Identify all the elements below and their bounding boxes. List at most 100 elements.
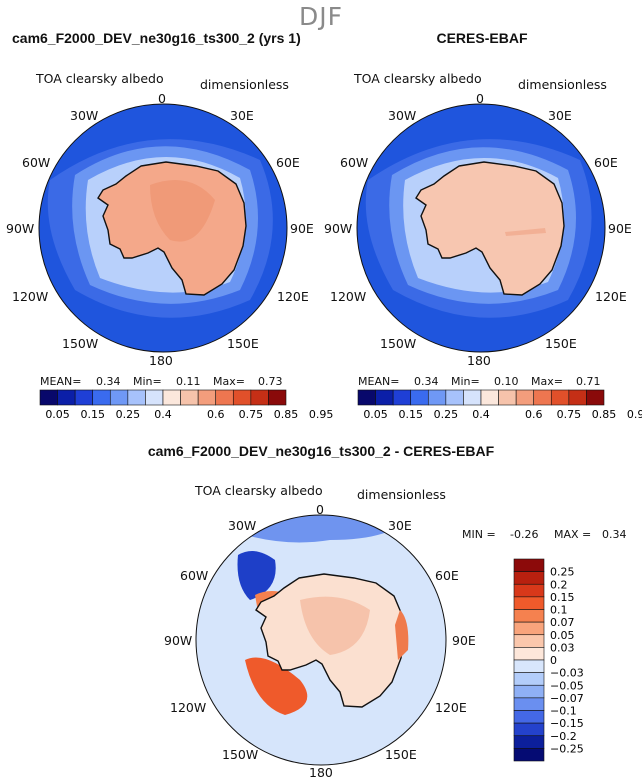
model-colorbar-tick-label: 0.05 xyxy=(45,408,70,421)
diff-colorbar-tick-label: 0.25 xyxy=(550,566,575,579)
diff-lon-60E: 60E xyxy=(435,568,459,583)
diff-colorbar-swatch xyxy=(513,634,545,648)
diff-colorbar-swatch xyxy=(513,697,545,711)
diff-lon-120W: 120W xyxy=(170,700,207,715)
obs-lon-60W: 60W xyxy=(340,155,369,170)
model-colorbar-swatch xyxy=(162,389,181,406)
model-lon-150E: 150E xyxy=(227,336,259,351)
model-colorbar-tick-label: 0.4 xyxy=(154,408,172,421)
model-colorbar-swatch xyxy=(127,389,146,406)
model-colorbar-tick-label: 0.85 xyxy=(274,408,299,421)
model-colorbar-swatch xyxy=(197,389,217,406)
obs-colorbar-swatch xyxy=(480,389,499,406)
model-lon-30W: 30W xyxy=(70,108,99,123)
model-lon-150W: 150W xyxy=(62,336,99,351)
model-colorbar-tick-label: 0.75 xyxy=(239,408,264,421)
obs-max-value: 0.71 xyxy=(576,375,601,388)
model-colorbar-tick-label: 0.6 xyxy=(207,408,225,421)
obs-variable-label: TOA clearsky albedo xyxy=(354,71,482,86)
model-colorbar-swatch xyxy=(57,389,76,406)
obs-lon-90W: 90W xyxy=(324,221,353,236)
diff-colorbar-tick-label: 0.07 xyxy=(550,616,575,629)
obs-colorbar-swatch xyxy=(568,389,587,406)
diff-east-coast xyxy=(395,610,409,660)
model-units-label: dimensionless xyxy=(200,77,289,92)
diff-colorbar-swatch xyxy=(513,583,545,598)
obs-lon-120E: 120E xyxy=(595,289,627,304)
model-panel-title: cam6_F2000_DEV_ne30g16_ts300_2 (yrs 1) xyxy=(12,30,301,46)
diff-colorbar-tick-label: −0.03 xyxy=(550,667,584,680)
diff-lon-0: 0 xyxy=(316,502,324,517)
diff-colorbar-swatch xyxy=(513,722,545,737)
model-colorbar-tick-label: 0.95 xyxy=(309,408,334,421)
model-max-value: 0.73 xyxy=(258,375,283,388)
diff-colorbar-tick-label: −0.2 xyxy=(550,730,577,743)
model-variable-label: TOA clearsky albedo xyxy=(36,71,164,86)
diff-lon-90E: 90E xyxy=(452,633,476,648)
obs-mean-value: 0.34 xyxy=(414,375,439,388)
diff-max-label: MAX = xyxy=(554,528,592,541)
season-title: DJF xyxy=(298,2,343,31)
diff-interior xyxy=(300,596,370,655)
obs-max-label: Max= xyxy=(531,375,563,388)
model-colorbar-swatch xyxy=(145,389,164,406)
obs-colorbar-tick-label: 0.05 xyxy=(363,408,388,421)
obs-colorbar-swatch xyxy=(410,389,429,406)
diff-colorbar-tick-label: 0.03 xyxy=(550,641,575,654)
diff-colorbar-swatch xyxy=(513,571,545,585)
model-colorbar-swatch xyxy=(74,389,94,406)
diff-map-border xyxy=(195,514,447,766)
obs-colorbar-tick-label: 0.75 xyxy=(557,408,582,421)
obs-map-border xyxy=(356,103,606,353)
obs-lon-90E: 90E xyxy=(608,221,632,236)
model-mean-label: MEAN= xyxy=(40,375,82,388)
model-lon-30E: 30E xyxy=(230,108,254,123)
obs-lon-150E: 150E xyxy=(545,336,577,351)
obs-lon-30W: 30W xyxy=(388,108,417,123)
model-colorbar-swatch xyxy=(109,389,129,406)
diff-colorbar-tick-label: −0.1 xyxy=(550,705,577,718)
obs-mean-label: MEAN= xyxy=(358,375,400,388)
obs-colorbar-swatch xyxy=(392,389,412,406)
diff-strong-pos xyxy=(245,657,308,715)
obs-min-label: Min= xyxy=(451,375,480,388)
model-lon-60W: 60W xyxy=(22,155,51,170)
obs-colorbar-tick-label: 0.15 xyxy=(398,408,423,421)
diff-units-label: dimensionless xyxy=(357,487,446,502)
diff-colorbar-swatch xyxy=(513,684,545,699)
obs-plateau-streak xyxy=(505,228,546,236)
model-max-label: Max= xyxy=(213,375,245,388)
diff-panel-title: cam6_F2000_DEV_ne30g16_ts300_2 - CERES-E… xyxy=(147,443,495,459)
model-colorbar: 0.05 0.15 0.25 0.4 0.6 0.75 0.85 0.95 xyxy=(39,389,334,421)
obs-lon-30E: 30E xyxy=(548,108,572,123)
model-plateau xyxy=(150,180,215,242)
diff-colorbar-tick-label: 0.15 xyxy=(550,591,575,604)
obs-colorbar-tick-label: 0.6 xyxy=(525,408,543,421)
obs-colorbar-swatch xyxy=(463,389,482,406)
obs-units-label: dimensionless xyxy=(518,77,607,92)
diff-colorbar-swatch xyxy=(513,748,545,762)
model-colorbar-swatch xyxy=(215,389,234,406)
model-lon-120E: 120E xyxy=(277,289,309,304)
obs-panel-title: CERES-EBAF xyxy=(436,30,528,46)
diff-lon-180: 180 xyxy=(309,765,333,780)
model-min-label: Min= xyxy=(133,375,162,388)
diff-variable-label: TOA clearsky albedo xyxy=(195,483,323,498)
model-colorbar-swatch xyxy=(92,389,111,406)
diff-colorbar-swatch xyxy=(513,596,545,610)
model-colorbar-tick-label: 0.15 xyxy=(80,408,105,421)
diff-colorbar-swatch xyxy=(513,735,545,749)
obs-colorbar-tick-label: 0.4 xyxy=(472,408,490,421)
obs-lon-150W: 150W xyxy=(380,336,417,351)
diff-lon-60W: 60W xyxy=(180,568,209,583)
model-colorbar-swatch xyxy=(39,389,58,406)
diff-colorbar-swatch xyxy=(513,710,545,724)
diff-lon-120E: 120E xyxy=(435,700,467,715)
obs-lon-180: 180 xyxy=(467,353,491,368)
model-lon-0: 0 xyxy=(158,91,166,106)
obs-colorbar: 0.05 0.15 0.25 0.4 0.6 0.75 0.85 0.95 xyxy=(357,389,642,421)
diff-colorbar-tick-label: −0.25 xyxy=(550,742,584,755)
obs-colorbar-swatch xyxy=(445,389,464,406)
model-min-value: 0.11 xyxy=(176,375,201,388)
diff-lon-90W: 90W xyxy=(164,633,193,648)
